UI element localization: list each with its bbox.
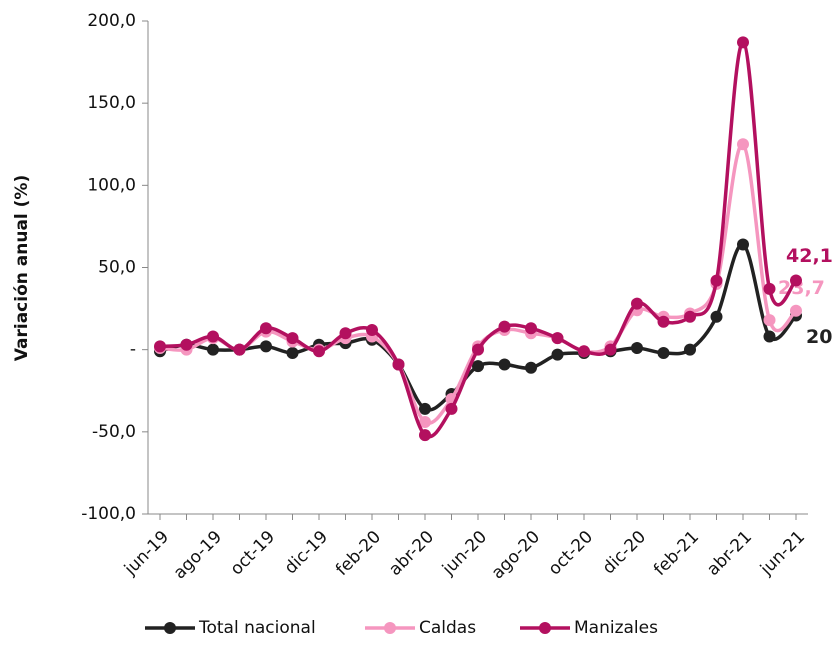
x-tick-label: dic-19 [281,527,332,578]
x-tick-label: feb-21 [650,527,703,580]
legend-label: Caldas [419,618,476,638]
point [260,340,272,353]
point [657,315,670,328]
point [604,343,617,356]
point [763,282,776,295]
point [710,274,723,287]
point [737,138,749,151]
data-label: 42,1 [786,245,832,267]
y-tick-label: -50,0 [92,422,136,442]
x-tick-label: dic-20 [599,527,650,578]
point [551,332,564,345]
point [790,304,802,317]
point [339,327,352,340]
point [154,340,166,353]
point [419,402,431,415]
point [286,332,299,345]
point [525,322,537,335]
point [790,274,802,287]
point [498,320,511,333]
point [233,343,246,356]
point [313,345,325,358]
point [207,343,219,356]
legend-label: Total nacional [198,618,316,638]
x-tick-label: jun-20 [438,527,491,580]
point [207,330,219,343]
point [737,36,749,49]
x-tick-label: abr-20 [385,527,438,580]
y-tick-label: 50,0 [98,258,136,278]
series-line [159,142,798,425]
y-tick-label: 150,0 [87,93,136,113]
legend-marker [539,622,551,634]
point [657,346,670,359]
point [684,343,696,356]
x-tick-label: ago-20 [488,527,544,583]
point [419,415,431,428]
legend-label: Manizales [574,618,658,638]
point [710,310,723,323]
point [631,342,643,355]
y-tick-label: 100,0 [87,175,136,195]
series-line [159,242,798,412]
point [498,358,511,371]
y-tick-label: -100,0 [81,504,136,524]
point [472,343,484,356]
point [763,330,776,343]
point [525,361,537,374]
y-tick-label: 200,0 [87,11,136,31]
x-tick-label: feb-20 [332,527,385,580]
point [737,238,749,251]
series-line [159,40,798,439]
legend-marker [164,622,176,634]
y-tick-label: - [130,340,136,360]
point [684,310,696,323]
point [578,345,590,358]
y-axis-label: Variación anual (%) [12,175,32,361]
x-tick-label: ago-19 [170,527,226,583]
x-tick-label: jun-19 [120,527,173,580]
point [419,429,431,442]
x-tick-label: oct-20 [545,527,597,579]
point [286,346,299,359]
legend-marker [384,622,396,634]
point [631,297,643,310]
x-tick-label: jun-21 [756,527,809,580]
point [551,348,564,361]
x-tick-label: oct-19 [227,527,279,579]
point [472,360,484,373]
point [445,402,458,415]
data-label: 20,8 [806,326,832,348]
point [180,338,193,351]
point [392,358,405,371]
x-tick-label: abr-21 [703,527,756,580]
point [260,322,272,335]
point [763,314,776,327]
point [366,323,378,336]
